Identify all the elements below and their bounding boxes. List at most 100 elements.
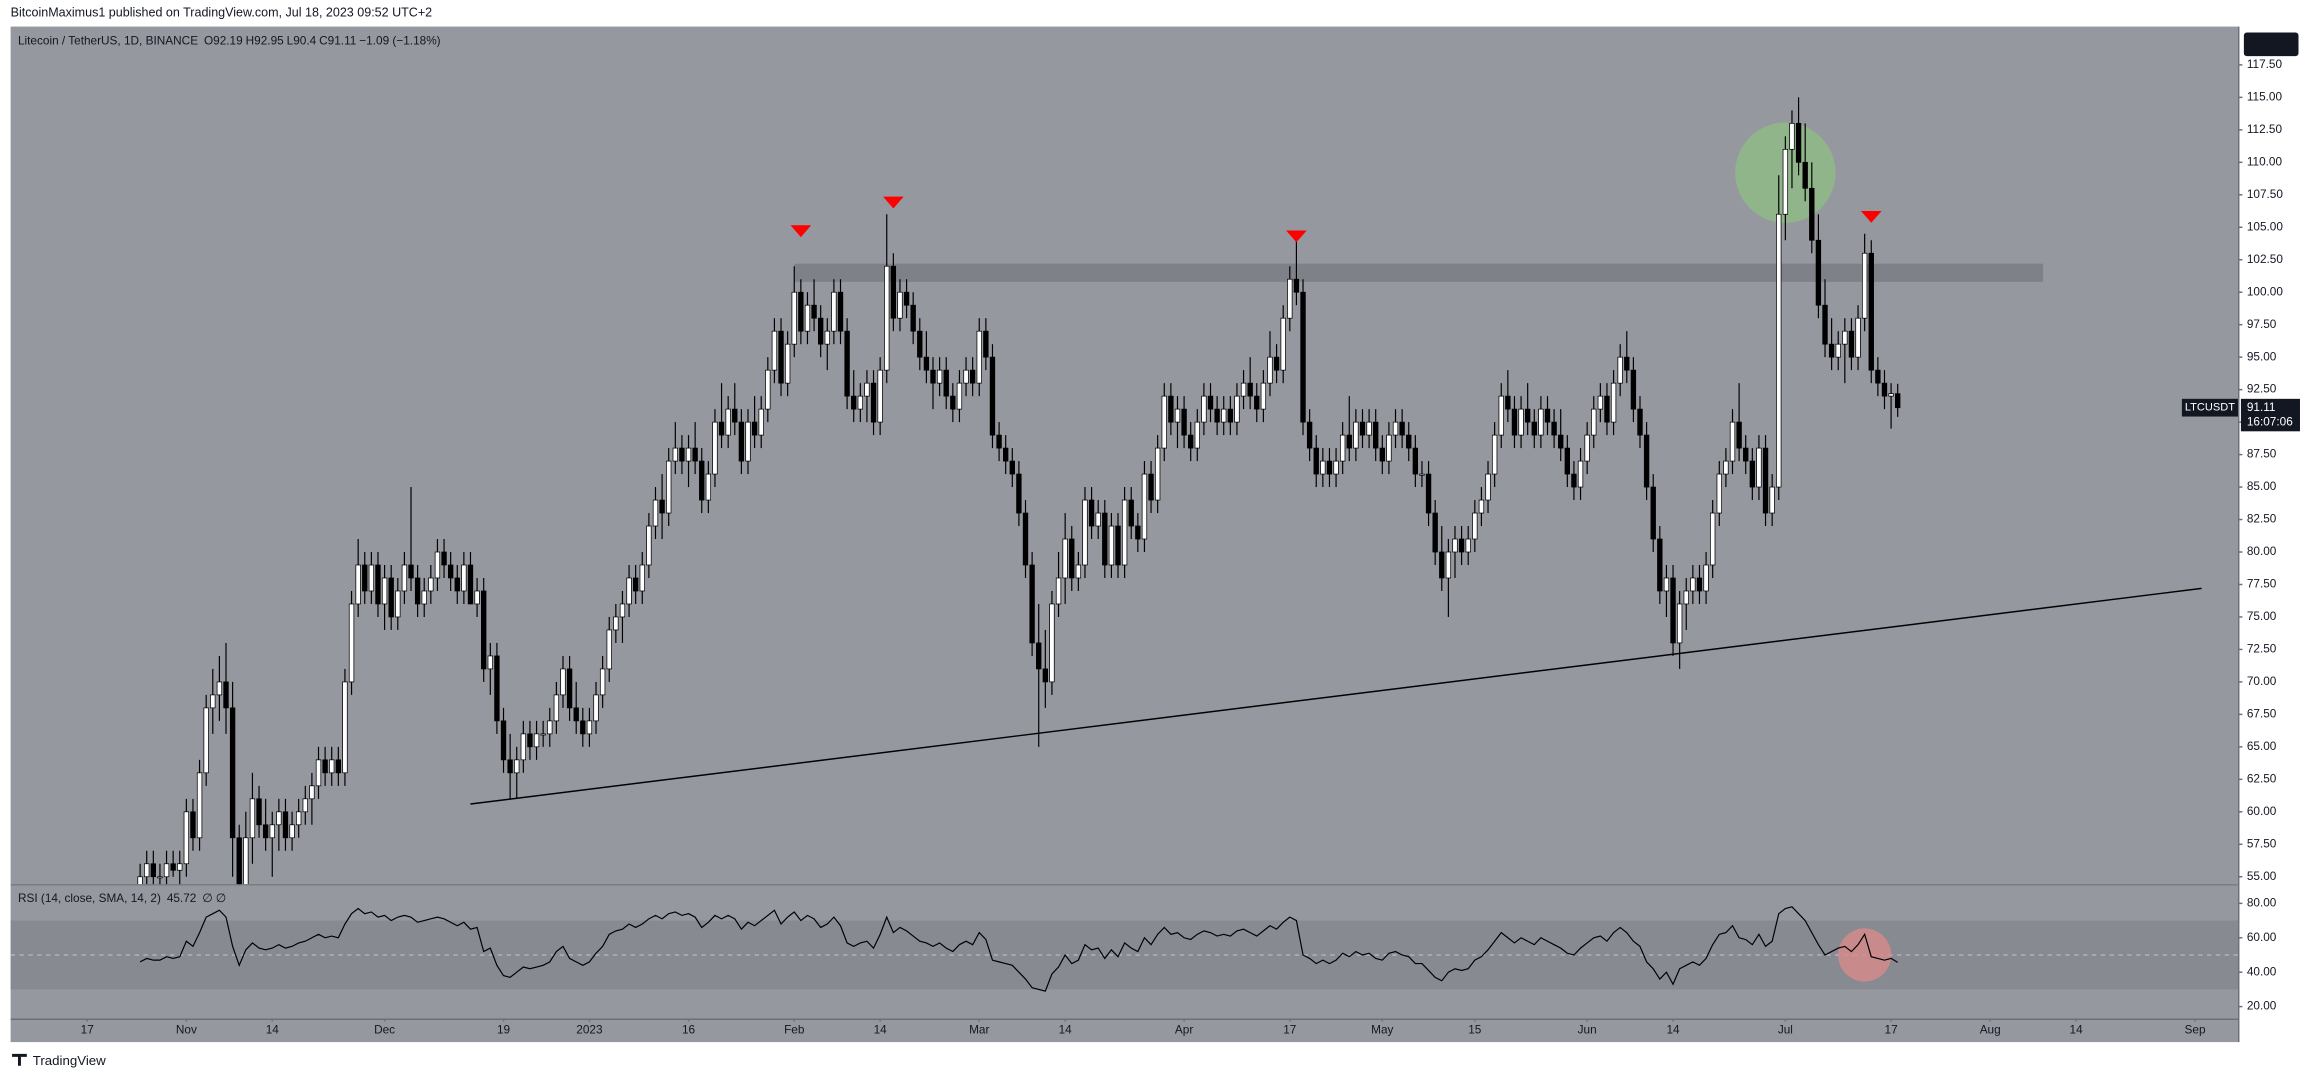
candle-body xyxy=(1888,393,1894,397)
candle-body xyxy=(646,525,652,566)
candle-body xyxy=(144,863,150,878)
ohlc-value: 91.11 xyxy=(328,33,357,47)
candle-body xyxy=(381,577,388,605)
candle-body xyxy=(375,564,381,605)
ohlc-value: 92.19 xyxy=(213,33,243,47)
candle-body xyxy=(137,876,143,885)
candle-body xyxy=(1452,538,1458,553)
candle-body xyxy=(1465,538,1471,553)
candle-body xyxy=(1036,642,1042,670)
candle-body xyxy=(1221,408,1227,423)
trendline xyxy=(470,587,2202,805)
candle-body xyxy=(1835,343,1841,358)
candle-body xyxy=(791,291,797,345)
candle-body xyxy=(1082,499,1088,566)
candle-body xyxy=(540,733,546,736)
candle-body xyxy=(1194,421,1200,449)
candle-body xyxy=(692,447,698,462)
candle-body xyxy=(1690,577,1696,592)
candle-body xyxy=(811,304,817,319)
candle-body xyxy=(236,837,242,885)
candle-body xyxy=(1802,161,1808,189)
candle-body xyxy=(1141,473,1148,540)
candle-body xyxy=(1419,473,1425,476)
candle-body xyxy=(917,330,923,358)
candle-body xyxy=(1227,408,1234,423)
rsi-value: 45.72 xyxy=(167,891,197,905)
candle-body xyxy=(804,304,811,332)
toolbar-box xyxy=(2243,32,2299,57)
y-tick-label: 87.50 xyxy=(2247,447,2277,461)
candle-body xyxy=(348,603,355,683)
candle-body xyxy=(1108,525,1115,566)
candle-body xyxy=(1524,408,1531,423)
rsi-plot xyxy=(10,906,2238,992)
candle-body xyxy=(1815,239,1822,306)
candle-body xyxy=(1148,473,1154,501)
candle-body xyxy=(1386,434,1392,462)
candle-body xyxy=(210,694,216,709)
candle-body xyxy=(256,798,262,826)
candle-body xyxy=(467,564,474,605)
candle-body xyxy=(1254,395,1260,410)
candle-body xyxy=(276,811,282,826)
candle-body xyxy=(1650,486,1656,540)
candle-body xyxy=(1544,408,1551,423)
candle-body xyxy=(771,330,778,371)
candle-body xyxy=(401,564,408,592)
candle-body xyxy=(1610,382,1617,423)
x-tick-label: 19 xyxy=(497,1022,510,1036)
candle-body xyxy=(474,590,480,605)
y-tick-label: 107.50 xyxy=(2247,187,2284,201)
candle-body xyxy=(1128,499,1134,527)
candle-body xyxy=(414,577,421,605)
candle-body xyxy=(1003,447,1009,462)
candle-body xyxy=(1729,421,1736,462)
candle-body xyxy=(1062,538,1068,579)
candle-body xyxy=(613,616,619,631)
candle-body xyxy=(1491,434,1498,475)
candle-body xyxy=(877,369,883,423)
candle-body xyxy=(520,733,527,761)
candle-body xyxy=(864,382,870,397)
y-tick-label: 67.50 xyxy=(2247,706,2277,720)
x-tick-label: 17 xyxy=(1283,1022,1296,1036)
candle-body xyxy=(1505,395,1511,410)
candle-body xyxy=(1439,551,1445,579)
candle-body xyxy=(1710,512,1716,566)
candle-body xyxy=(216,681,223,696)
candle-body xyxy=(890,265,897,319)
candle-body xyxy=(1234,395,1240,423)
x-tick-label: Dec xyxy=(374,1022,395,1036)
candle-body xyxy=(1392,421,1399,436)
y-tick-label: 92.50 xyxy=(2247,382,2277,396)
candle-body xyxy=(547,720,553,735)
candle-body xyxy=(296,811,302,826)
candle-body xyxy=(1498,395,1504,436)
y-tick-label: 60.00 xyxy=(2247,804,2277,818)
candle-body xyxy=(1809,187,1815,241)
candle-body xyxy=(1055,577,1062,605)
y-tick-label: 72.50 xyxy=(2247,642,2277,656)
rsi-tick-label: 40.00 xyxy=(2247,964,2277,978)
candle-body xyxy=(1716,473,1722,514)
candle-body xyxy=(1102,512,1108,566)
y-tick-label: 102.50 xyxy=(2247,252,2284,266)
candle-body xyxy=(1723,460,1729,475)
candle-body xyxy=(1287,278,1293,319)
price-pane xyxy=(10,26,2238,885)
candle-body xyxy=(1564,447,1571,475)
candle-body xyxy=(580,720,586,735)
candle-body xyxy=(1828,343,1835,358)
candle-body xyxy=(1088,499,1095,527)
symbol-tag-label: LTCUSDT xyxy=(2185,402,2235,414)
candle-body xyxy=(1558,434,1564,449)
candle-body xyxy=(1518,408,1524,436)
candle-body xyxy=(778,330,784,384)
candle-body xyxy=(923,356,930,371)
candle-body xyxy=(1511,408,1518,436)
candle-body xyxy=(1643,434,1650,488)
y-tick-label: 117.50 xyxy=(2247,57,2283,71)
x-tick-label: 15 xyxy=(1468,1022,1482,1036)
candle-body xyxy=(282,811,289,839)
